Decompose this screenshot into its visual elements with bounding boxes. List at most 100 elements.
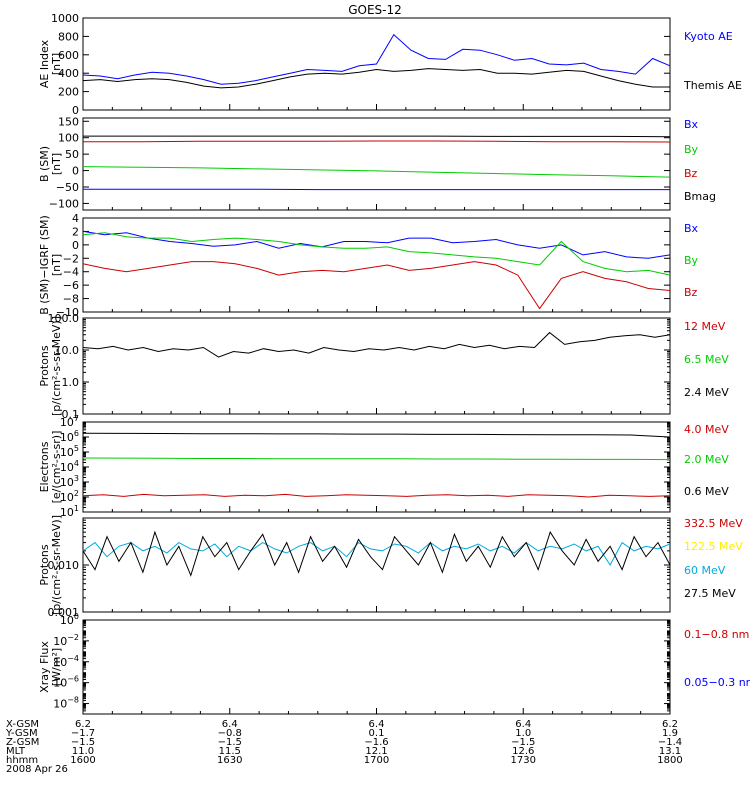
y-tick-label: 2 [72,225,79,238]
x-axis-value: 1700 [364,755,389,766]
series-line-2-4-MeV [82,331,671,358]
legend-6-5-MeV: 6.5 MeV [684,353,729,366]
y-tick-label: 0 [72,165,79,178]
legend-122-5-MeV: 122.5 MeV [684,540,743,553]
y-tick-label: 400 [58,67,79,80]
y-tick-label: 1.0 [62,376,80,389]
series-line-60-MeV [82,541,671,566]
x-axis-value: 1800 [657,755,682,766]
y-tick-label: 50 [65,148,79,161]
tick-exponent: 2 [74,489,79,498]
legend-12-MeV: 12 MeV [684,320,726,333]
tick-exponent: 4 [74,459,79,468]
panel-4: 0.11.010.0100.0Protons[p/(cm²-s-sr-MeV)]… [38,312,729,421]
y-tick-label: 4 [72,212,79,225]
y-axis-label: Protons[p/(cm²-s-sr-MeV)] [38,316,63,416]
y-tick-label: 150 [58,115,79,128]
y-tick-label: 0 [72,104,79,117]
x-axis-value: 6.2 [75,719,91,730]
tick-exponent: 6 [74,429,79,438]
legend-2-0-MeV: 2.0 MeV [684,453,729,466]
x-axis-row-label: hhmm [6,755,38,766]
x-axis-value: 11.5 [219,746,241,757]
legend-By: By [684,254,699,267]
legend-Bz: Bz [684,167,698,180]
y-tick-label: −2 [63,252,79,265]
panel-1: 0 200 400 600 800 1000 AE Index[nT] Kyoto AE The… [38,12,742,117]
legend-4-0-MeV: 4.0 MeV [684,423,729,436]
legend-27-5-MeV: 27.5 MeV [684,587,736,600]
y-axis-label-line: Protons [38,544,51,585]
x-axis-value: 1.9 [662,728,678,739]
tick-exponent: −8 [67,696,79,705]
x-axis-value: 6.2 [662,719,678,730]
panel-5: 101102103104105106107Electrons[e/(cm²-s-… [38,414,729,519]
x-axis-value: 6.4 [515,719,531,730]
y-tick-label: −100 [49,197,79,210]
y-axis-label-line: Electrons [38,441,51,492]
legend-0-6-MeV: 0.6 MeV [684,485,729,498]
y-axis-label: B (SM)−IGRF (SM)[nT] [38,215,63,315]
legend-60-MeV: 60 MeV [684,564,726,577]
series-line-27-5-MeV [82,530,671,577]
x-axis-value: −0.8 [218,728,242,739]
x-axis-value: 6.4 [222,719,238,730]
y-axis-label: Electrons[e/(cm²-s-sr)] [38,431,63,504]
legend-2-4-MeV: 2.4 MeV [684,386,729,399]
y-axis-label-line: [W/m²] [50,648,63,686]
tick-exponent: 3 [74,474,79,483]
x-axis-value: 1.0 [515,728,531,739]
legend-0-1-0-8-nm: 0.1−0.8 nm [684,628,749,641]
y-axis-label-line: B (SM) [38,146,51,182]
y-tick-label: 0.1 [62,408,80,421]
y-tick-label: 10−8 [53,696,79,711]
plot-title: GOES-12 [348,3,402,17]
legend-Bz: Bz [684,286,698,299]
date-label: 2008 Apr 26 [6,764,68,775]
series-line-Bz [82,261,671,310]
tick-exponent: 0 [74,612,79,621]
x-axis-value: 0.1 [369,728,385,739]
series-line-Bx [82,230,671,259]
y-axis-label-line: [e/(cm²-s-sr)] [50,431,63,504]
legend-0-05-0-3-nm: 0.05−0.3 nm [684,676,750,689]
y-tick-label: −10 [56,306,79,319]
y-tick-label: −4 [63,266,79,279]
series-line-0-6-MeV [82,432,671,438]
x-axis-value: 12.6 [512,746,534,757]
series-line-4-0-MeV [82,493,671,498]
y-tick-label: 100 [58,132,79,145]
y-tick-label: 600 [58,49,79,62]
series-line-2-0-MeV [82,457,671,461]
x-axis-row-label: Z-GSM [6,737,39,748]
panel-frame [82,517,671,613]
y-axis-label-line: [nT] [50,53,63,75]
series-line-Themis-AE [82,68,670,89]
series-line-Kyoto-AE [82,33,671,85]
legend-Bx: Bx [684,118,699,131]
y-axis-label: Xray Flux[W/m²] [38,641,63,693]
x-axis-value: −1.4 [658,737,682,748]
panel-frame [82,117,671,211]
panel-frame [82,619,671,715]
legend-Bx: Bx [684,222,699,235]
x-axis-value: −1.5 [218,737,242,748]
y-axis-label-line: [p/(cm²-s-sr-MeV)] [50,515,63,615]
y-tick-label: −50 [56,181,79,194]
series-line-By [82,232,671,276]
tick-exponent: −2 [67,633,79,642]
y-axis-label-line: Protons [38,345,51,386]
x-axis-value: −1.6 [364,737,388,748]
y-tick-label: 1000 [51,12,79,25]
y-axis-label: B (SM)[nT] [38,146,63,182]
x-axis-value: −1.5 [511,737,535,748]
y-axis-label-line: AE Index [38,39,51,88]
x-axis-value: 13.1 [659,746,681,757]
tick-exponent: 5 [74,444,79,453]
y-tick-label: 107 [60,414,79,429]
y-tick-label: 100 [60,612,79,627]
